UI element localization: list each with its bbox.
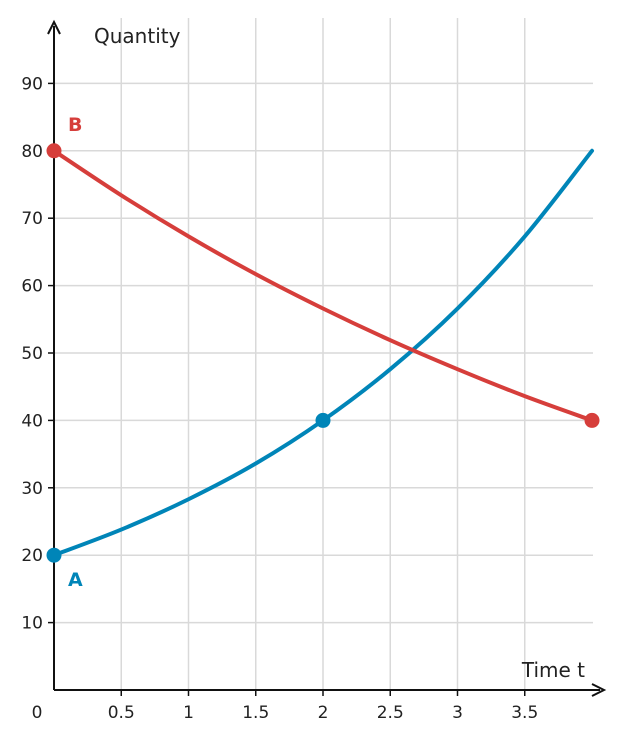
x-tick-label: 1.5 [242,703,269,723]
y-axis-title: Quantity [94,24,181,48]
y-tick-label: 80 [21,142,43,162]
axis-titles: Quantity Time t 0 [32,24,586,723]
x-tick-label: 0.5 [108,703,135,723]
x-tick-label: 2.5 [377,703,404,723]
series-b-point [46,143,62,159]
series-b-point [584,412,600,428]
x-axis-title: Time t [521,658,585,682]
x-axis-arrow [591,683,607,697]
series-a-line [52,148,594,558]
y-tick-label: 20 [21,546,43,566]
y-tick-label: 70 [21,209,43,229]
x-tick-label: 2 [318,703,329,723]
y-tick-label: 50 [21,344,43,364]
x-tick-label: 3 [452,703,463,723]
grid [54,18,593,690]
series-layer: AB [46,114,600,591]
y-tick-label: 90 [21,74,43,94]
series-b-line [52,148,594,423]
y-tick-label: 10 [21,614,43,634]
axes [47,19,607,697]
series-a-point [46,547,62,563]
y-tick-label: 60 [21,277,43,297]
x-tick-label: 1 [183,703,194,723]
y-tick-label: 40 [21,411,43,431]
series-a-point [315,412,331,428]
series-a-label: A [68,569,83,591]
y-tick-label: 30 [21,479,43,499]
tick-labels: 0.5 1 1.5 2 2.5 3 3.5 10 20 30 40 50 60 70 80 90 [21,74,538,723]
x-tick-label: 3.5 [511,703,538,723]
y-axis-arrow [47,19,61,35]
series-b-label: B [68,114,82,136]
origin-label: 0 [32,703,43,723]
